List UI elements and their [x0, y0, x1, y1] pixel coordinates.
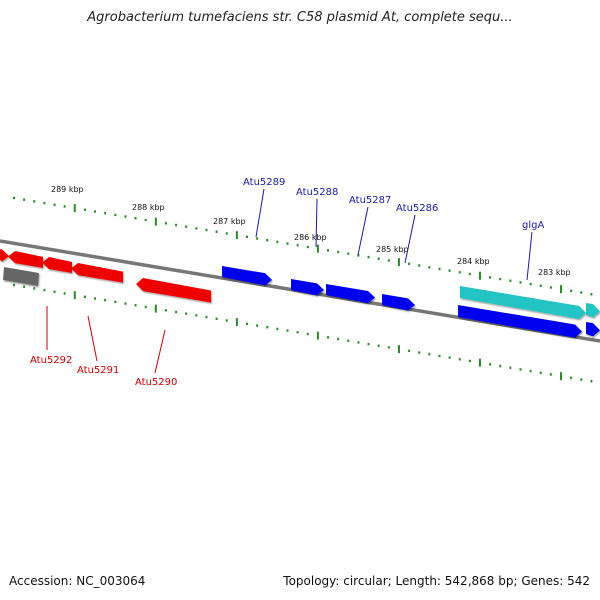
gene-atu5286[interactable] [382, 294, 415, 311]
gene-next-inner[interactable] [586, 322, 600, 337]
tick-ruler-outer [13, 196, 593, 296]
gene-atu5288[interactable] [291, 279, 324, 296]
leader-line [526, 231, 533, 281]
gene-label-plus[interactable]: Atu5286 [396, 203, 438, 214]
leader-line [154, 329, 166, 374]
gene-label-minus[interactable]: Atu5290 [135, 377, 177, 388]
gene-atu5287[interactable] [326, 284, 375, 304]
leader-line [404, 214, 416, 264]
tick-label: 284 kbp [457, 257, 490, 266]
tick-label: 286 kbp [294, 233, 327, 242]
gene-label-minus[interactable]: Atu5292 [30, 355, 72, 366]
leader-line [315, 198, 318, 248]
gene-atu5291b[interactable] [71, 263, 123, 283]
gene-atu5290[interactable] [136, 278, 211, 303]
accession-label: Accession: NC_003064 [9, 574, 146, 588]
gene-features[interactable] [0, 249, 600, 338]
topology-summary: Topology: circular; Length: 542,868 bp; … [283, 574, 590, 588]
leader-line [87, 315, 98, 362]
gene-atu5291[interactable] [42, 257, 72, 273]
gene-label-plus[interactable]: glgA [522, 220, 544, 231]
tick-labels: 289 kbp 288 kbp 287 kbp 286 kbp 285 kbp 284 k… [51, 185, 571, 277]
gene-labels[interactable]: Atu5289 Atu5288 Atu5287 Atu5286 glgA Atu5292 A… [30, 177, 544, 388]
leader-line [255, 188, 265, 238]
tick-label: 285 kbp [376, 245, 409, 254]
map-title: Agrobacterium tumefaciens str. C58 plasm… [87, 10, 513, 25]
gene-left-red[interactable] [0, 249, 9, 262]
tick-ruler-inner [13, 283, 593, 383]
tick-label: 288 kbp [132, 203, 165, 212]
tick-label: 283 kbp [538, 268, 571, 277]
gene-atu5292[interactable] [8, 251, 43, 268]
gene-next-plus[interactable] [586, 303, 600, 318]
gene-atu5289[interactable] [222, 266, 272, 286]
leader-line [357, 206, 369, 256]
gene-label-minus[interactable]: Atu5291 [77, 365, 119, 376]
gene-label-plus[interactable]: Atu5289 [243, 177, 285, 188]
gene-label-plus[interactable]: Atu5287 [349, 195, 391, 206]
gene-glga[interactable] [460, 286, 586, 319]
gene-gray[interactable] [3, 267, 39, 286]
gene-label-plus[interactable]: Atu5288 [296, 187, 338, 198]
tick-label: 289 kbp [51, 185, 84, 194]
gene-plus-inner[interactable] [458, 305, 582, 338]
tick-label: 287 kbp [213, 217, 246, 226]
